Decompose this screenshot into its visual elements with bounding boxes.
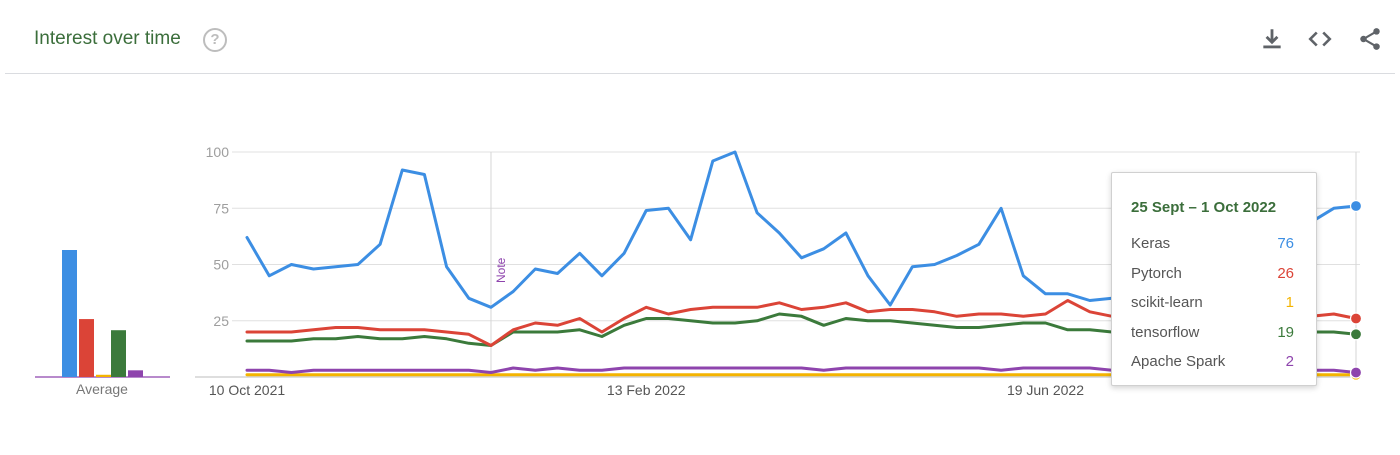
- point-marker-pytorch: [1349, 312, 1363, 325]
- average-label: Average: [76, 381, 128, 397]
- tooltip-series-value: 76: [1277, 235, 1294, 252]
- tooltip-series-name: scikit-learn: [1131, 294, 1203, 311]
- y-tick-label: 100: [206, 144, 230, 160]
- tooltip-series-name: Pytorch: [1131, 264, 1182, 282]
- y-tick-label: 25: [213, 313, 229, 329]
- x-tick-label: 19 Jun 2022: [1007, 382, 1084, 398]
- tooltip-series-value: 26: [1277, 264, 1294, 282]
- y-tick-label: 50: [213, 257, 229, 273]
- tooltip-row: tensorflow 19: [1131, 324, 1294, 346]
- tooltip-row: Keras 76: [1131, 235, 1294, 257]
- tooltip-row: Pytorch 26: [1131, 265, 1294, 287]
- card-title: Interest over time: [34, 28, 181, 49]
- note-label: Note: [494, 257, 508, 283]
- y-tick-label: 75: [213, 200, 229, 216]
- card-header: Interest over time ?: [5, 4, 1395, 74]
- tooltip-row: Apache Spark 2: [1131, 353, 1294, 375]
- help-circle-icon[interactable]: ?: [203, 28, 227, 52]
- tooltip-row: scikit-learn 1: [1131, 294, 1294, 316]
- average-bar-scikit-learn: [96, 374, 111, 377]
- tooltip-date: 25 Sept – 1 Oct 2022: [1131, 199, 1277, 216]
- average-bar-pytorch: [79, 319, 94, 377]
- average-bar-keras: [62, 250, 77, 377]
- tooltip-series-name: tensorflow: [1131, 323, 1200, 341]
- point-marker-tensorflow: [1349, 328, 1363, 341]
- tooltip-series-name: Apache Spark: [1131, 353, 1226, 370]
- x-tick-label: 10 Oct 2021: [209, 382, 285, 398]
- average-bar-apache-spark: [128, 370, 143, 377]
- share-icon[interactable]: [1357, 26, 1383, 52]
- average-bar-tensorflow: [111, 330, 126, 377]
- data-tooltip: 25 Sept – 1 Oct 2022 Keras 76 Pytorch 26 sci…: [1111, 172, 1317, 386]
- download-icon[interactable]: [1259, 26, 1285, 52]
- point-marker-keras: [1349, 199, 1363, 213]
- x-tick-label: 13 Feb 2022: [607, 382, 686, 398]
- tooltip-series-value: 1: [1285, 294, 1294, 311]
- tooltip-series-value: 2: [1285, 353, 1294, 370]
- point-marker-apache-spark: [1349, 366, 1363, 379]
- embed-code-icon[interactable]: [1307, 26, 1333, 52]
- tooltip-series-name: Keras: [1131, 235, 1171, 252]
- tooltip-series-value: 19: [1277, 323, 1294, 341]
